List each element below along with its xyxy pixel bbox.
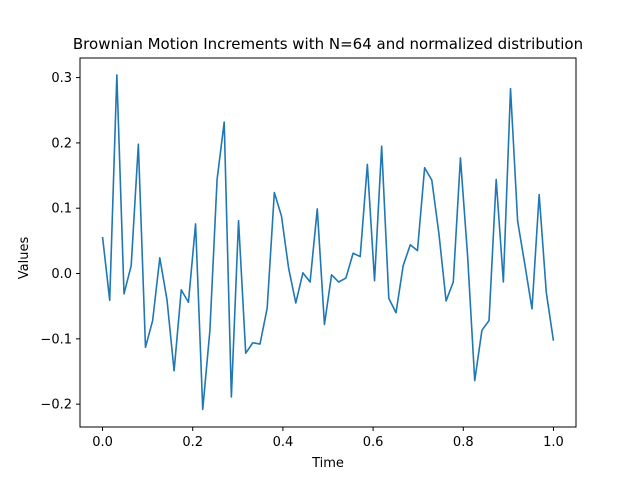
x-axis: 0.0 0.2 0.4 0.6 0.8 1.0 (92, 427, 564, 450)
x-tick-label: 0.6 (363, 435, 384, 450)
plot-area (101, 74, 555, 411)
x-tick-label: 0.8 (453, 435, 474, 450)
y-tick-label: 0.0 (51, 267, 72, 282)
plot-frame (79, 57, 577, 428)
y-tick-label: −0.2 (40, 398, 72, 413)
y-tick-label: 0.3 (51, 71, 72, 86)
x-tick-label: 1.0 (543, 435, 564, 450)
y-tick-label: 0.1 (51, 202, 72, 217)
y-tick-label: 0.2 (51, 136, 72, 151)
chart-title: Brownian Motion Increments with N=64 and… (73, 35, 583, 53)
x-axis-label: Time (311, 456, 344, 471)
x-tick-label: 0.0 (92, 435, 113, 450)
y-axis-label: Values (17, 237, 32, 280)
y-axis: −0.2 −0.1 0.0 0.1 0.2 0.3 (40, 71, 80, 413)
series-line-0 (101, 74, 555, 411)
x-tick-label: 0.2 (182, 435, 203, 450)
y-tick-label: −0.1 (40, 332, 72, 347)
x-tick-label: 0.4 (273, 435, 294, 450)
